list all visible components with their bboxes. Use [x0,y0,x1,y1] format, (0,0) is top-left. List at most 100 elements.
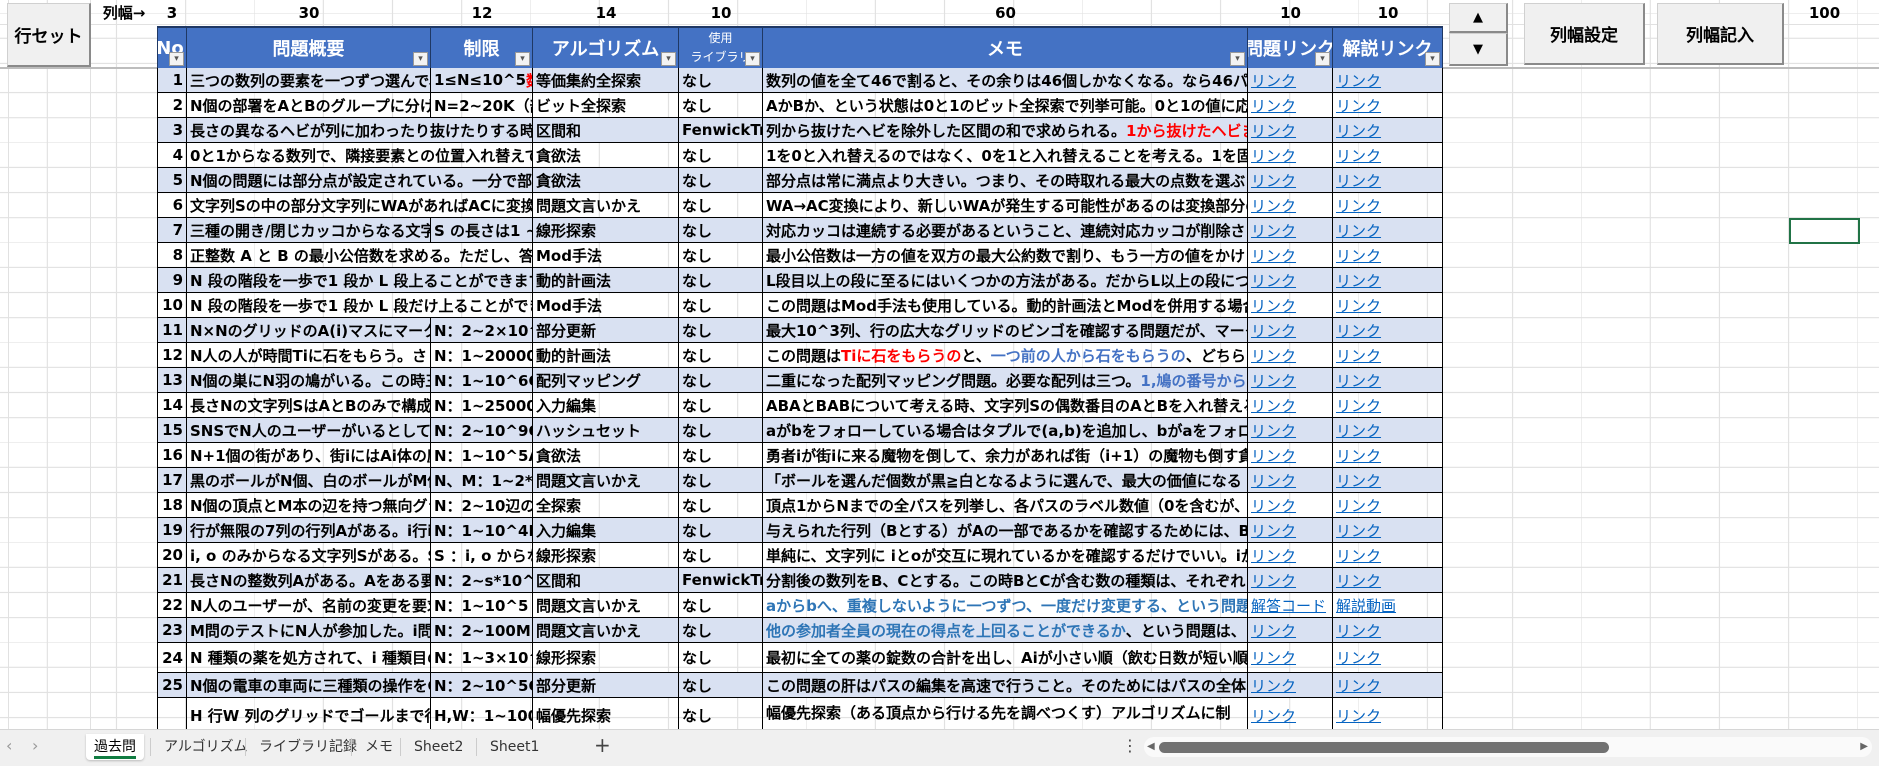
memo-text: aがbをフォローしている場合はタプルで(a,b)を追加し、bがaをフォロー [766,421,1248,440]
memo-cell: 「ボールを選んだ個数が黒≧白となるように選んで、最大の価値になる [763,468,1248,492]
scroll-right-arrow-icon[interactable]: ▶ [1860,741,1868,752]
problem-link[interactable]: リンク [1251,346,1297,365]
explanation-link[interactable]: リンク [1336,96,1382,115]
explanation-link[interactable]: リンク [1336,649,1382,667]
explanation-link[interactable]: リンク [1336,496,1382,515]
header-problem[interactable]: 問題概要 ▾ [187,26,431,68]
filter-dropdown-icon[interactable]: ▾ [169,52,184,66]
problem-link[interactable]: リンク [1251,271,1297,290]
spin-down-button[interactable]: ▼ [1449,33,1508,66]
problem-link[interactable]: リンク [1251,676,1297,695]
memo-text: 1から抜けたヘビま [1126,121,1248,140]
problem-link[interactable]: リンク [1251,649,1297,667]
header-explanation-link[interactable]: 解説リンク ▾ [1333,26,1443,68]
explanation-link[interactable]: リンク [1336,196,1382,215]
row-set-button[interactable]: 行セット [7,3,91,67]
filter-dropdown-icon[interactable]: ▾ [745,52,760,66]
problem-summary: N個の巣にN羽の鳩がいる。この時三 [187,368,431,392]
filter-dropdown-icon[interactable]: ▾ [661,52,676,66]
explanation-link[interactable]: リンク [1336,246,1382,265]
filter-dropdown-icon[interactable]: ▾ [413,52,428,66]
tab-scroll-right-icon[interactable]: › [32,736,39,755]
explanation-link[interactable]: リンク [1336,371,1382,390]
add-sheet-button[interactable]: + [594,733,611,757]
explanation-link[interactable]: リンク [1336,446,1382,465]
explanation-link[interactable]: リンク [1336,421,1382,440]
problem-link[interactable]: リンク [1251,296,1297,315]
problem-link[interactable]: リンク [1251,496,1297,515]
explanation-link[interactable]: リンク [1336,521,1382,540]
algorithm-cell: 線形探索 [533,543,679,567]
problem-link[interactable]: リンク [1251,221,1297,240]
explanation-link[interactable]: リンク [1336,271,1382,290]
row-number: 18 [157,493,187,517]
scrollbar-thumb[interactable] [1159,742,1609,753]
explanation-link[interactable]: リンク [1336,171,1382,190]
problem-link[interactable]: リンク [1251,371,1297,390]
column-width-write-button[interactable]: 列幅記入 [1657,3,1784,65]
header-library[interactable]: 使用 ライブラリ ▾ [679,26,763,68]
explanation-link[interactable]: リンク [1336,706,1382,725]
sheet-tab[interactable]: Sheet2 [406,734,471,760]
selected-cell[interactable] [1789,218,1860,244]
problem-link[interactable]: リンク [1251,471,1297,490]
problem-link[interactable]: リンク [1251,196,1297,215]
horizontal-scrollbar[interactable]: ◀ ▶ [1144,737,1872,757]
problem-link[interactable]: リンク [1251,171,1297,190]
problem-link[interactable]: リンク [1251,96,1297,115]
problem-link[interactable]: リンク [1251,146,1297,165]
spin-up-button[interactable]: ▲ [1449,3,1508,33]
explanation-link[interactable]: リンク [1336,296,1382,315]
header-no[interactable]: No ▾ [157,26,187,68]
problem-link[interactable]: リンク [1251,71,1297,90]
problem-link[interactable]: 解答コード [1251,596,1327,615]
explanation-link[interactable]: リンク [1336,676,1382,695]
algorithm-cell: 問題文言いかえ [533,618,679,642]
filter-dropdown-icon[interactable]: ▾ [1315,52,1330,66]
sheet-tab[interactable]: メモ [357,734,401,760]
explanation-link[interactable]: リンク [1336,471,1382,490]
header-problem-link[interactable]: 問題リンク ▾ [1248,26,1333,68]
problem-link[interactable]: リンク [1251,121,1297,140]
problem-link[interactable]: リンク [1251,446,1297,465]
sheet-tab[interactable]: Sheet1 [482,734,547,760]
sheet-tab[interactable]: アルゴリズム [156,734,256,760]
explanation-link[interactable]: リンク [1336,71,1382,90]
scroll-left-arrow-icon[interactable]: ◀ [1147,741,1155,752]
explanation-link[interactable]: リンク [1336,146,1382,165]
problem-link[interactable]: リンク [1251,396,1297,415]
explanation-link[interactable]: リンク [1336,346,1382,365]
column-width-set-button[interactable]: 列幅設定 [1524,3,1645,65]
explanation-link[interactable]: リンク [1336,121,1382,140]
worksheet-grid[interactable]: 行セット 列幅→ 3 30 12 14 10 60 10 10 100 ▲ ▼ 列幅設定 列幅… [0,0,1879,729]
explanation-link[interactable]: リンク [1336,621,1382,640]
problem-link[interactable]: リンク [1251,246,1297,265]
header-algorithm[interactable]: アルゴリズム ▾ [533,26,679,68]
problem-link[interactable]: リンク [1251,571,1297,590]
problem-link[interactable]: リンク [1251,321,1297,340]
explanation-link[interactable]: リンク [1336,546,1382,565]
problem-link[interactable]: リンク [1251,521,1297,540]
explanation-link[interactable]: リンク [1336,221,1382,240]
explanation-link[interactable]: リンク [1336,396,1382,415]
more-options-icon[interactable]: ⋮ [1122,736,1138,755]
explanation-link-cell: リンク [1333,293,1443,317]
problem-link-cell: リンク [1248,468,1333,492]
explanation-link[interactable]: 解説動画 [1336,596,1397,615]
explanation-link[interactable]: リンク [1336,321,1382,340]
filter-dropdown-icon[interactable]: ▾ [515,52,530,66]
header-limit[interactable]: 制限 ▾ [431,26,533,68]
problem-link[interactable]: リンク [1251,621,1297,640]
filter-dropdown-icon[interactable]: ▾ [1230,52,1245,66]
sheet-tab[interactable]: ライブラリ記録 [251,734,365,760]
filter-dropdown-icon[interactable]: ▾ [1425,52,1440,66]
sheet-tab[interactable]: 過去問 [86,734,144,760]
explanation-link[interactable]: リンク [1336,571,1382,590]
tab-scroll-left-icon[interactable]: ‹ [6,736,13,755]
library-cell: FenwickTree [679,118,763,142]
problem-link[interactable]: リンク [1251,421,1297,440]
header-memo[interactable]: メモ ▾ [763,26,1248,68]
row-number: 3 [157,118,187,142]
problem-link[interactable]: リンク [1251,706,1297,725]
problem-link[interactable]: リンク [1251,546,1297,565]
